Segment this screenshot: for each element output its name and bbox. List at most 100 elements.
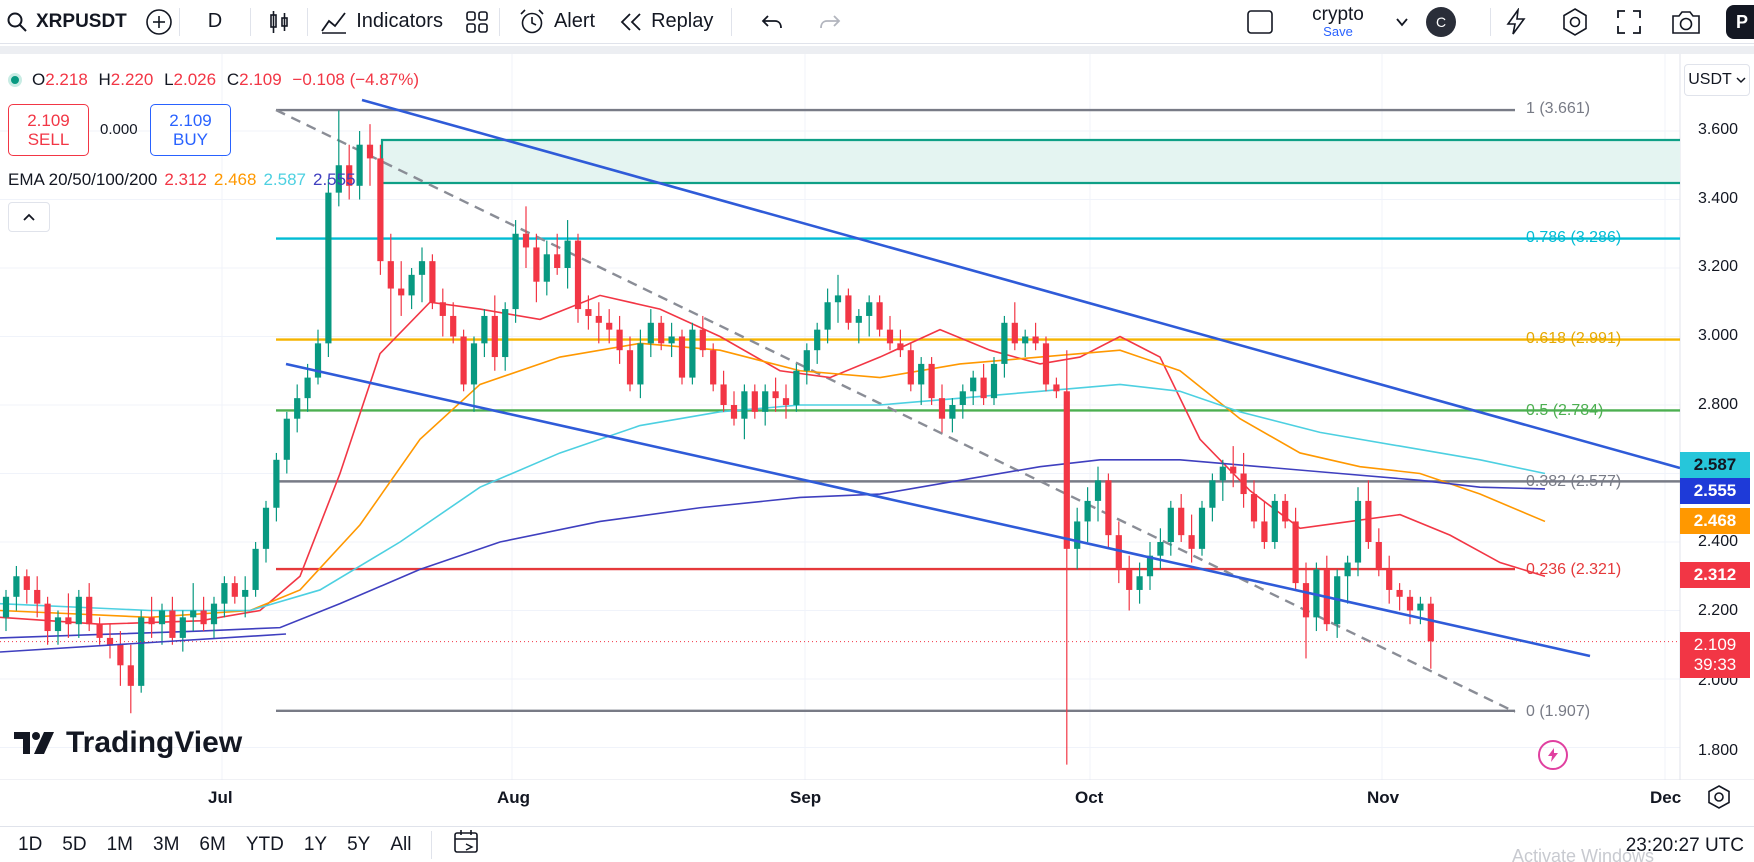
currency-select[interactable]: USDT xyxy=(1684,64,1750,96)
candle xyxy=(294,384,301,433)
candle xyxy=(398,261,405,316)
candle-body xyxy=(231,583,238,597)
candle xyxy=(117,631,124,686)
chevron-down-icon xyxy=(1396,18,1408,27)
candle-body xyxy=(439,302,446,316)
range-1y[interactable]: 1Y xyxy=(303,833,328,855)
quick-search-button[interactable] xyxy=(1502,0,1530,44)
candle xyxy=(242,576,249,618)
candle xyxy=(678,329,686,385)
add-circle-icon xyxy=(145,8,172,35)
redo-button[interactable] xyxy=(806,0,854,44)
divider xyxy=(307,7,309,36)
candle-body xyxy=(502,309,509,358)
sell-button[interactable]: 2.109 SELL xyxy=(8,104,89,156)
chart-type-button[interactable] xyxy=(251,0,307,44)
indicators-button[interactable]: Indicators xyxy=(308,0,455,44)
avatar-button[interactable]: C xyxy=(1426,0,1456,44)
buy-button[interactable]: 2.109 BUY xyxy=(150,104,231,156)
candle-body xyxy=(512,233,519,310)
candle-body xyxy=(106,637,114,645)
fib-label: 0.618 (2.991) xyxy=(1526,330,1622,347)
candle xyxy=(481,309,488,358)
undo-button[interactable] xyxy=(732,0,806,44)
ohlc-values: O2.218 H2.220 L2.026 C2.109 −0.108 (−4.8… xyxy=(32,70,419,90)
candle xyxy=(273,452,280,522)
candle xyxy=(533,233,540,303)
buy-label: BUY xyxy=(173,130,208,149)
candle-body xyxy=(1230,466,1237,474)
candle xyxy=(460,329,467,392)
candle-body xyxy=(1022,336,1029,344)
low-label: L xyxy=(164,70,174,89)
candle xyxy=(585,295,592,330)
candle-body xyxy=(470,343,478,385)
candle-body xyxy=(408,274,415,296)
candle-body xyxy=(699,329,706,351)
candle xyxy=(502,302,509,371)
candle xyxy=(689,322,696,385)
candle xyxy=(75,589,82,638)
symbol-search[interactable]: XRPUSDT xyxy=(0,0,139,44)
tradingview-logo[interactable]: TradingView xyxy=(12,726,242,760)
range-all[interactable]: All xyxy=(390,833,412,855)
range-5d[interactable]: 5D xyxy=(62,833,87,855)
candle xyxy=(377,144,384,275)
candle xyxy=(1157,528,1164,570)
candle-body xyxy=(44,603,51,632)
candle xyxy=(252,542,259,597)
price-chart[interactable] xyxy=(0,54,1754,780)
axis-settings-button[interactable] xyxy=(1706,784,1732,815)
range-1m[interactable]: 1M xyxy=(106,833,133,855)
screenshot-button[interactable] xyxy=(1670,0,1702,44)
ema-legend[interactable]: EMA 20/50/100/200 2.312 2.468 2.587 2.55… xyxy=(8,170,356,190)
layout-name-button[interactable]: crypto Save xyxy=(1300,0,1376,44)
candle xyxy=(1386,555,1393,604)
open-label: O xyxy=(32,70,46,89)
candle-body xyxy=(127,665,134,686)
range-5y[interactable]: 5Y xyxy=(347,833,371,855)
replay-button[interactable]: Replay xyxy=(607,0,731,44)
candle xyxy=(1126,555,1133,611)
sell-price: 2.109 xyxy=(27,111,70,130)
candle xyxy=(1146,542,1154,590)
camera-icon xyxy=(1672,11,1700,34)
ema-lines xyxy=(0,294,1546,639)
range-ytd[interactable]: YTD xyxy=(245,833,284,855)
ema20-price-tag: 2.312 xyxy=(1680,562,1750,588)
range-3m[interactable]: 3M xyxy=(153,833,180,855)
settings-button[interactable] xyxy=(1560,0,1590,44)
compare-button[interactable] xyxy=(139,0,179,44)
candle xyxy=(304,363,311,412)
candle xyxy=(86,583,93,632)
candle xyxy=(1250,480,1258,529)
layout-menu-button[interactable] xyxy=(1394,0,1410,44)
utc-clock[interactable]: 23:20:27 UTC xyxy=(1625,835,1744,856)
high-value: 2.220 xyxy=(110,70,154,89)
collapse-legend-button[interactable] xyxy=(8,202,50,232)
range-1d[interactable]: 1D xyxy=(18,833,43,855)
candle xyxy=(1136,562,1143,604)
lightning-badge-icon[interactable] xyxy=(1538,740,1568,770)
bar-countdown: 39:33 xyxy=(1693,655,1737,674)
interval-button[interactable]: D xyxy=(180,0,250,44)
templates-button[interactable] xyxy=(455,0,499,44)
time-tick: Aug xyxy=(497,788,531,807)
candle-body xyxy=(398,288,405,296)
fullscreen-button[interactable] xyxy=(1616,0,1642,44)
candle-body xyxy=(907,350,914,385)
divider xyxy=(1490,0,1491,44)
candle xyxy=(1042,336,1050,392)
candle-body xyxy=(221,583,228,604)
publish-button[interactable]: P xyxy=(1726,0,1754,44)
chart-pane[interactable] xyxy=(0,54,1754,780)
candle xyxy=(1219,459,1226,501)
go-to-date-button[interactable] xyxy=(442,829,490,861)
layout-select-button[interactable] xyxy=(1246,0,1274,44)
candle xyxy=(626,336,634,392)
candle-body xyxy=(1219,466,1226,481)
range-6m[interactable]: 6M xyxy=(199,833,226,855)
candle-body xyxy=(1084,500,1091,522)
alert-button[interactable]: Alert xyxy=(500,0,607,44)
